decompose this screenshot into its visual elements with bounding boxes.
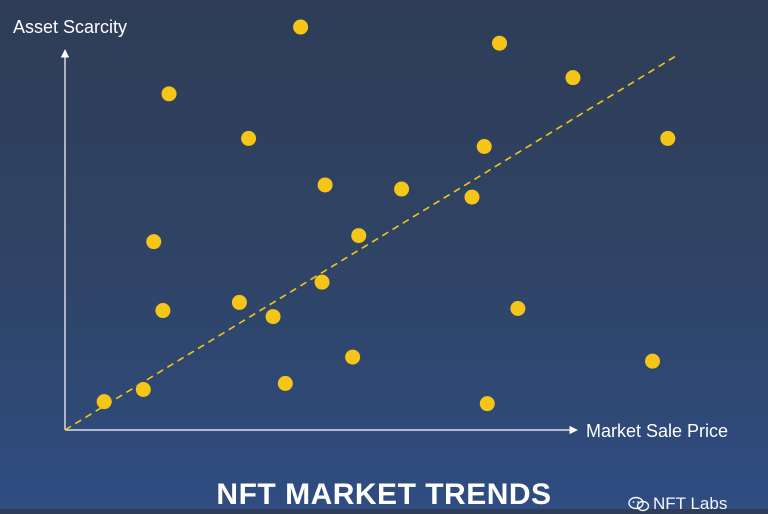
data-point: [161, 86, 177, 102]
data-point: [314, 274, 330, 290]
chart-title: NFT MARKET TRENDS: [216, 478, 552, 511]
data-point: [146, 234, 162, 250]
data-point: [351, 228, 367, 244]
data-point: [394, 181, 410, 197]
x-axis-label: Market Sale Price: [586, 421, 728, 441]
chat-bubbles-icon: [628, 496, 650, 512]
watermark-text: NFT Labs: [653, 494, 728, 513]
y-axis-label: Asset Scarcity: [13, 17, 127, 37]
data-point: [241, 130, 257, 146]
data-point: [492, 35, 508, 51]
data-point: [265, 309, 281, 325]
data-point: [293, 19, 309, 35]
data-point: [660, 130, 676, 146]
data-point: [345, 349, 361, 365]
data-point: [464, 189, 480, 205]
data-point: [317, 177, 333, 193]
data-point: [645, 353, 661, 369]
data-point: [510, 301, 526, 316]
data-point: [277, 375, 293, 391]
data-point: [565, 70, 581, 86]
watermark: NFT Labs: [628, 494, 727, 514]
data-point: [479, 396, 495, 412]
data-point: [155, 303, 171, 319]
data-point: [476, 139, 492, 154]
data-point: [231, 294, 247, 310]
data-point: [135, 382, 151, 397]
data-point: [96, 394, 112, 410]
